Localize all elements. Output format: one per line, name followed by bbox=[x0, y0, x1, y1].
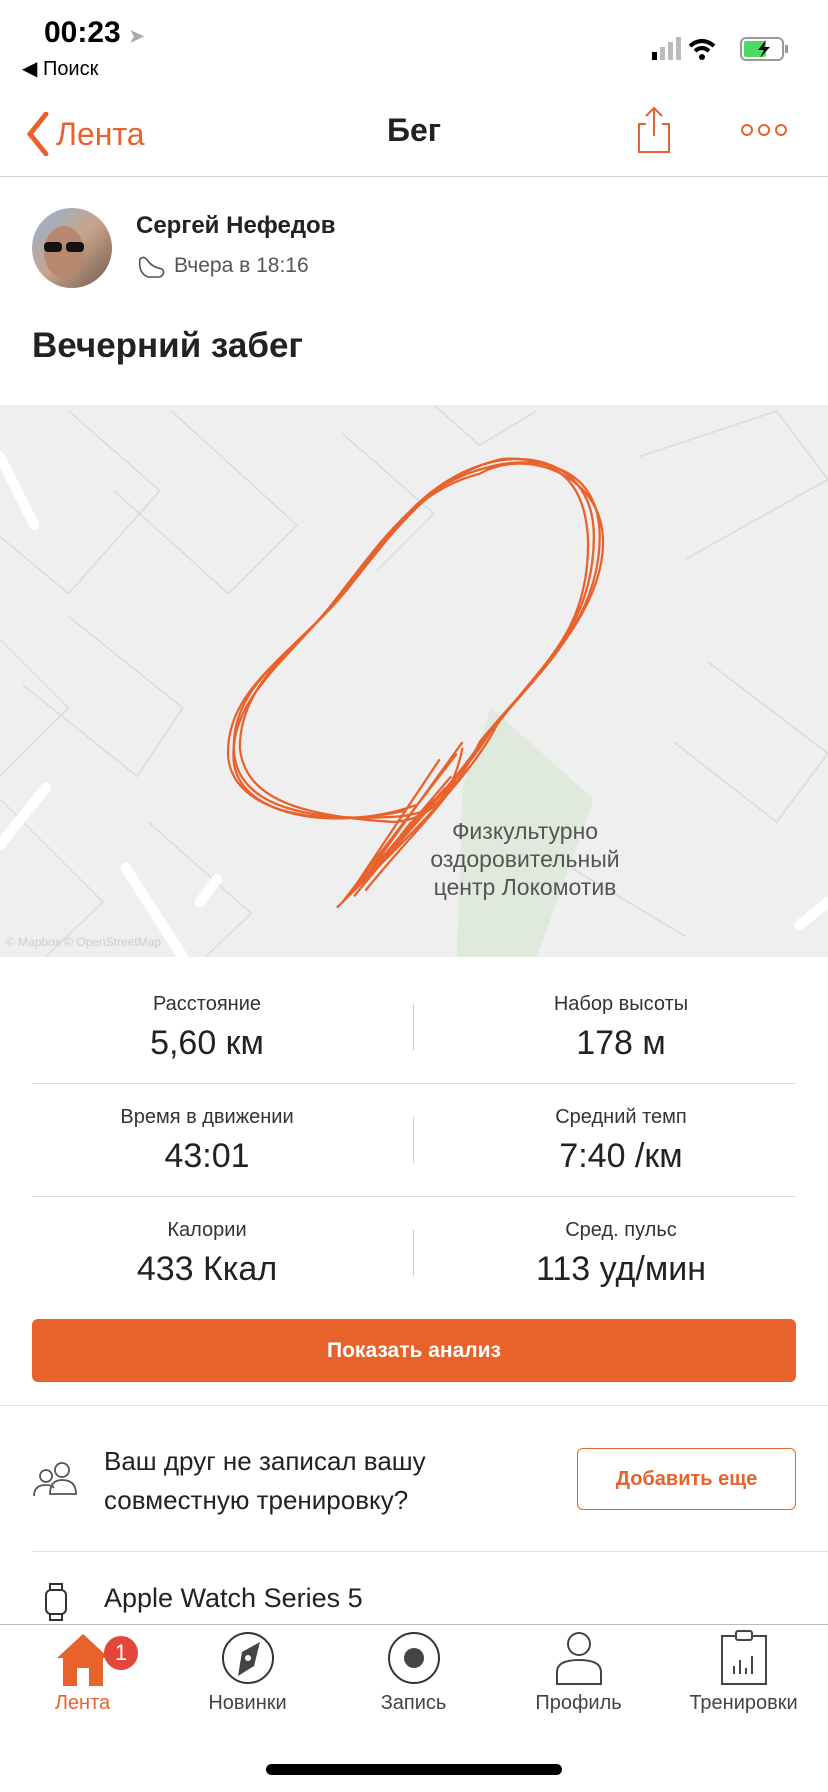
watch-icon bbox=[45, 1583, 67, 1621]
chevron-left-icon bbox=[26, 112, 49, 156]
stat-value: 433 Ккал bbox=[136, 1250, 278, 1288]
stat-value: 178 м bbox=[576, 1024, 666, 1062]
page-title: Бег bbox=[386, 112, 442, 148]
activity-title: Вечерний забег bbox=[32, 326, 303, 365]
tab-label: Новинки bbox=[208, 1692, 287, 1714]
notification-badge: 1 bbox=[104, 1636, 138, 1670]
stat-separator bbox=[413, 1230, 414, 1276]
stat-label: Средний темп bbox=[555, 1106, 687, 1128]
back-app-label: Поиск bbox=[42, 58, 99, 80]
record-icon bbox=[387, 1632, 440, 1684]
stat-label: Сред. пульс bbox=[565, 1219, 677, 1241]
profile-icon bbox=[555, 1632, 602, 1685]
section-divider bbox=[0, 1405, 828, 1406]
home-icon bbox=[56, 1634, 109, 1686]
stat-label: Время в движении bbox=[120, 1106, 294, 1128]
nav-divider bbox=[0, 176, 828, 177]
share-icon[interactable] bbox=[636, 106, 672, 154]
tab-label: Запись bbox=[380, 1692, 447, 1714]
stat-heart-rate: Сред. пульс 113 уд/мин bbox=[414, 1219, 828, 1289]
stat-pace: Средний темп 7:40 /км bbox=[414, 1106, 828, 1176]
stat-label: Калории bbox=[167, 1219, 247, 1241]
add-more-button[interactable]: Добавить еще bbox=[577, 1448, 796, 1510]
map-label-line: оздоровительный bbox=[430, 846, 620, 872]
tab-profile[interactable]: Профиль bbox=[496, 1630, 661, 1715]
stat-value: 113 уд/мин bbox=[536, 1250, 706, 1288]
stat-label: Набор высоты bbox=[553, 993, 689, 1015]
show-analysis-button[interactable]: Показать анализ bbox=[32, 1319, 796, 1382]
stat-separator bbox=[413, 1004, 414, 1050]
stat-value: 7:40 /км bbox=[559, 1137, 683, 1175]
shoe-icon bbox=[138, 256, 165, 278]
tab-label: Тренировки bbox=[689, 1692, 798, 1714]
stat-divider bbox=[32, 1083, 796, 1084]
tabbar-divider bbox=[0, 1624, 828, 1625]
tab-label: Лента bbox=[54, 1692, 111, 1714]
back-button[interactable]: Лента bbox=[26, 112, 145, 156]
tab-label: Профиль bbox=[535, 1692, 622, 1714]
section-divider bbox=[32, 1551, 828, 1552]
athlete-name[interactable]: Сергей Нефедов bbox=[136, 212, 336, 239]
tab-new[interactable]: Новинки bbox=[165, 1630, 330, 1715]
stat-moving-time: Время в движении 43:01 bbox=[0, 1106, 414, 1176]
map-label-line: Физкультурно bbox=[451, 818, 599, 844]
tab-feed[interactable]: Лента bbox=[0, 1630, 165, 1715]
clipboard-chart-icon bbox=[720, 1630, 767, 1685]
route-map[interactable]: Физкультурно оздоровительный центр Локомот… bbox=[0, 404, 828, 962]
activity-when: Вчера в 18:16 bbox=[174, 254, 309, 277]
stat-divider bbox=[32, 1196, 796, 1197]
more-icon[interactable] bbox=[740, 122, 788, 138]
activity-time: Вчера в 18:16 bbox=[136, 253, 309, 279]
stat-calories: Калории 433 Ккал bbox=[0, 1219, 414, 1289]
stat-value: 43:01 bbox=[164, 1137, 250, 1175]
device-name: Apple Watch Series 5 bbox=[104, 1583, 363, 1613]
avatar[interactable] bbox=[32, 208, 112, 288]
stat-distance: Расстояние 5,60 км bbox=[0, 993, 414, 1063]
time-text: 00:23 bbox=[44, 16, 121, 49]
map-attribution[interactable]: © Mapbox © OpenStreetMap bbox=[6, 935, 162, 949]
status-time: 00:23 ➤ bbox=[44, 16, 144, 50]
tab-training[interactable]: Тренировки bbox=[661, 1630, 826, 1715]
stat-value: 5,60 км bbox=[150, 1024, 264, 1062]
location-arrow-icon: ➤ bbox=[129, 26, 145, 46]
tab-record[interactable]: Запись bbox=[331, 1630, 496, 1715]
stat-separator bbox=[413, 1117, 414, 1163]
compass-icon bbox=[221, 1632, 274, 1684]
home-indicator[interactable] bbox=[266, 1764, 562, 1775]
back-label: Лента bbox=[56, 115, 145, 152]
signal-wifi-icon bbox=[652, 37, 716, 60]
stat-label: Расстояние bbox=[152, 993, 262, 1015]
back-to-app[interactable]: ◀ Поиск bbox=[22, 58, 99, 80]
map-place-label: Физкультурно оздоровительный центр Локомот… bbox=[405, 817, 645, 901]
battery-icon bbox=[740, 37, 788, 61]
map-label-line: центр Локомотив bbox=[433, 874, 617, 900]
friend-prompt: Ваш друг не записал вашу совместную трен… bbox=[104, 1446, 426, 1515]
group-icon bbox=[33, 1462, 77, 1497]
stat-elevation: Набор высоты 178 м bbox=[414, 993, 828, 1063]
map-canvas bbox=[0, 404, 828, 962]
